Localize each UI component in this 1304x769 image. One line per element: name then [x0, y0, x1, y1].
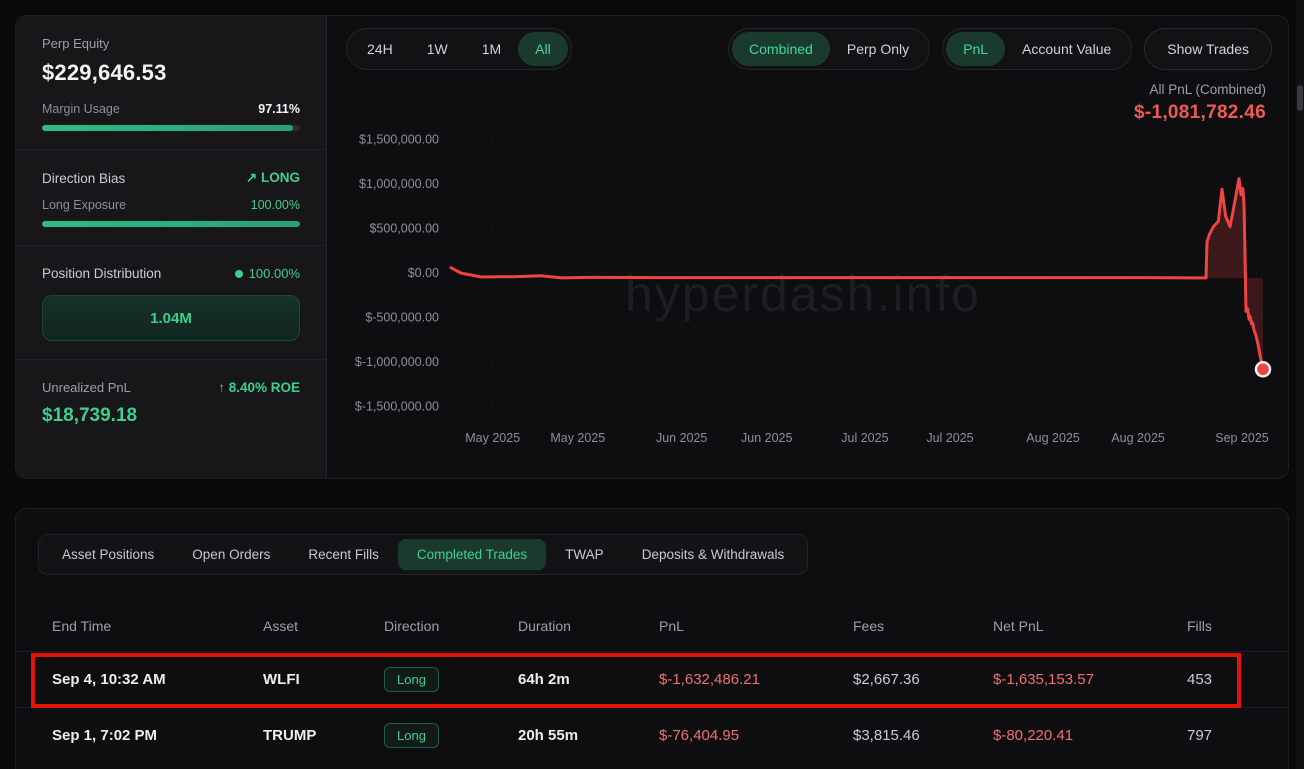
long-exposure-label: Long Exposure — [42, 198, 127, 212]
overview-card: Perp Equity $229,646.53 Margin Usage 97.… — [15, 15, 1289, 479]
cell-net-pnl: $-80,220.41 — [993, 727, 1074, 744]
table-row[interactable]: Sep 4, 10:32 AM WLFI Long 64h 2m $-1,632… — [16, 651, 1288, 707]
col-header-net-pnl: Net PnL — [993, 618, 1044, 634]
cell-net-pnl: $-1,635,153.57 — [993, 671, 1094, 688]
metric-account-value-button[interactable]: Account Value — [1022, 41, 1112, 57]
col-header-end-time: End Time — [52, 618, 112, 634]
trend-up-icon: ↗ — [245, 170, 258, 185]
pnl-line-chart: $1,500,000.00 $1,000,000.00 $500,000.00 $0.… — [355, 133, 1272, 445]
direction-bias-section: Direction Bias ↗ LONG Long Exposure 100.… — [16, 150, 326, 246]
chart-controls: 24H 1W 1M All Combined Perp Only PnL Acc… — [346, 28, 1272, 70]
metric-selector: PnL Account Value — [942, 28, 1133, 70]
cell-end-time: Sep 4, 10:32 AM — [52, 671, 166, 688]
cell-fills: 797 — [1187, 727, 1213, 744]
tab-recent-fills[interactable]: Recent Fills — [308, 547, 379, 562]
cell-fills: 453 — [1187, 671, 1213, 688]
perp-equity-section: Perp Equity $229,646.53 Margin Usage 97.… — [16, 16, 326, 150]
tab-asset-positions[interactable]: Asset Positions — [62, 547, 155, 562]
svg-text:hyperdash.info: hyperdash.info — [625, 266, 981, 322]
cell-duration: 20h 55m — [518, 727, 579, 744]
svg-text:$-1,500,000.00: $-1,500,000.00 — [355, 400, 439, 414]
col-header-direction: Direction — [384, 618, 440, 634]
margin-usage-bar-fill — [42, 125, 293, 131]
svg-text:May 2025: May 2025 — [465, 431, 520, 445]
cell-pnl: $-76,404.95 — [659, 727, 740, 744]
svg-text:$1,500,000.00: $1,500,000.00 — [359, 133, 439, 147]
tab-twap[interactable]: TWAP — [565, 547, 604, 562]
arrow-up-icon: ↑ — [218, 380, 225, 395]
table-row[interactable]: Sep 1, 7:02 PM TRUMP Long 20h 55m $-76,4… — [16, 707, 1288, 763]
trades-tabs: Asset Positions Open Orders Recent Fills… — [38, 534, 809, 575]
direction-badge: Long — [384, 667, 439, 692]
svg-text:$-500,000.00: $-500,000.00 — [365, 311, 439, 325]
svg-text:Jul 2025: Jul 2025 — [926, 431, 973, 445]
svg-text:Aug 2025: Aug 2025 — [1026, 431, 1080, 445]
show-trades-button[interactable]: Show Trades — [1144, 28, 1272, 70]
margin-usage-bar — [42, 125, 300, 131]
col-header-duration: Duration — [518, 618, 571, 634]
scrollbar-thumb[interactable] — [1297, 85, 1303, 111]
chart-summary-value: $-1,081,782.46 — [1133, 102, 1266, 123]
col-header-pnl: PnL — [659, 618, 684, 634]
unrealized-pnl-section: Unrealized PnL ↑ 8.40% ROE $18,739.18 — [16, 360, 326, 445]
svg-text:$500,000.00: $500,000.00 — [369, 222, 439, 236]
tab-completed-trades[interactable]: Completed Trades — [397, 539, 547, 570]
range-1w-button[interactable]: 1W — [426, 41, 448, 57]
range-24h-button[interactable]: 24H — [367, 41, 393, 57]
margin-usage-label: Margin Usage — [42, 102, 120, 116]
svg-text:Aug 2025: Aug 2025 — [1111, 431, 1165, 445]
cell-asset: TRUMP — [263, 727, 317, 744]
position-distribution-section: Position Distribution 100.00% 1.04M — [16, 246, 326, 360]
col-header-asset: Asset — [263, 618, 299, 634]
perp-equity-label: Perp Equity — [42, 36, 110, 51]
position-size-badge[interactable]: 1.04M — [42, 295, 300, 341]
svg-text:$-1,000,000.00: $-1,000,000.00 — [355, 355, 439, 369]
scope-combined-button[interactable]: Combined — [732, 32, 830, 66]
svg-text:May 2025: May 2025 — [550, 431, 605, 445]
completed-trades-table: End Time Asset Direction Duration PnL Fe… — [16, 601, 1288, 763]
long-exposure-bar-fill — [42, 221, 300, 227]
tab-open-orders[interactable]: Open Orders — [192, 547, 271, 562]
cell-asset: WLFI — [263, 671, 300, 688]
col-header-fills: Fills — [1187, 618, 1212, 634]
long-exposure-value: 100.00% — [250, 198, 300, 212]
time-range-selector: 24H 1W 1M All — [346, 28, 572, 70]
scope-selector: Combined Perp Only — [728, 28, 931, 70]
col-header-fees: Fees — [853, 618, 885, 634]
cell-fees: $3,815.46 — [853, 727, 920, 744]
perp-equity-value: $229,646.53 — [42, 60, 167, 85]
green-dot-icon — [234, 270, 243, 278]
svg-text:$0.00: $0.00 — [408, 266, 439, 280]
cell-pnl: $-1,632,486.21 — [659, 671, 760, 688]
svg-text:Jun 2025: Jun 2025 — [656, 431, 707, 445]
chart-summary-title: All PnL (Combined) — [1149, 82, 1266, 97]
direction-badge: Long — [384, 723, 439, 748]
cell-end-time: Sep 1, 7:02 PM — [52, 727, 158, 744]
margin-usage-value: 97.11% — [258, 102, 300, 116]
svg-text:Sep 2025: Sep 2025 — [1215, 431, 1269, 445]
unrealized-pnl-label: Unrealized PnL — [42, 380, 131, 395]
position-distribution-value: 100.00% — [248, 266, 300, 281]
position-distribution-label: Position Distribution — [42, 266, 162, 281]
trades-card: Asset Positions Open Orders Recent Fills… — [15, 508, 1289, 769]
roe-value: 8.40% ROE — [228, 380, 300, 395]
metric-pnl-button[interactable]: PnL — [946, 32, 1006, 66]
table-header-row: End Time Asset Direction Duration PnL Fe… — [16, 601, 1288, 651]
range-all-button[interactable]: All — [518, 32, 568, 66]
direction-bias-value: LONG — [261, 170, 300, 185]
svg-text:$1,000,000.00: $1,000,000.00 — [359, 177, 439, 191]
account-stats-sidebar: Perp Equity $229,646.53 Margin Usage 97.… — [16, 16, 327, 478]
cell-duration: 64h 2m — [518, 671, 570, 688]
cell-fees: $2,667.36 — [853, 671, 920, 688]
tab-deposits-withdrawals[interactable]: Deposits & Withdrawals — [641, 547, 785, 562]
svg-text:Jun 2025: Jun 2025 — [741, 431, 792, 445]
range-1m-button[interactable]: 1M — [481, 41, 502, 57]
page-scrollbar — [1296, 0, 1304, 769]
scope-perp-only-button[interactable]: Perp Only — [846, 41, 910, 57]
svg-text:Jul 2025: Jul 2025 — [841, 431, 888, 445]
direction-bias-label: Direction Bias — [42, 170, 126, 186]
unrealized-pnl-value: $18,739.18 — [42, 405, 138, 426]
chart-summary: All PnL (Combined) $-1,081,782.46 — [1134, 82, 1266, 124]
long-exposure-bar — [42, 221, 300, 227]
